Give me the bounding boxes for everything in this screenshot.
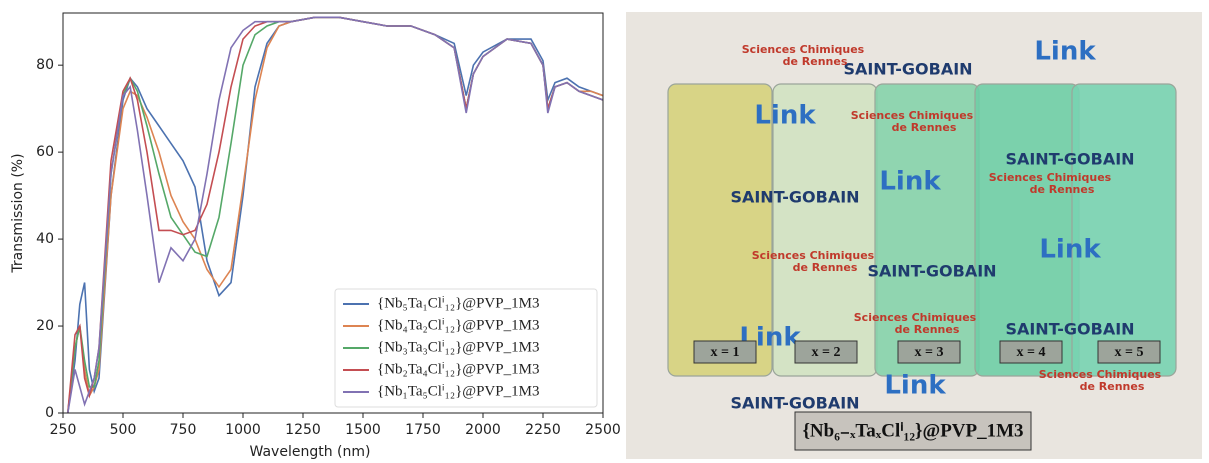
y-tick-label: 20 — [36, 318, 54, 334]
legend-label: {Nb₅Ta₁Clⁱ₁₂}@PVP_1M3 — [377, 295, 539, 311]
x-tick-label: 2250 — [525, 422, 561, 438]
logo-text: de Rennes — [892, 121, 957, 134]
y-tick-label: 40 — [36, 231, 54, 247]
y-tick-label: 80 — [36, 57, 54, 73]
logo-text: SAINT-GOBAIN — [1005, 320, 1134, 339]
slide-label: x = 3 — [915, 345, 944, 360]
logo-text: Link — [879, 167, 941, 197]
logo-text: Link — [754, 101, 816, 131]
caption-box — [794, 411, 1032, 451]
slide-label: x = 4 — [1017, 345, 1046, 360]
slide-label-box — [999, 340, 1063, 364]
logo-text: Sciences Chimiques — [851, 109, 974, 122]
legend-label: {Nb₁Ta₅Clⁱ₁₂}@PVP_1M3 — [377, 383, 539, 399]
x-tick-label: 500 — [110, 422, 137, 438]
logo-text: SAINT-GOBAIN — [867, 262, 996, 281]
legend-label: {Nb₂Ta₄Clⁱ₁₂}@PVP_1M3 — [377, 361, 539, 377]
legend-label: {Nb₄Ta₂Clⁱ₁₂}@PVP_1M3 — [377, 317, 539, 333]
x-tick-label: 2500 — [585, 422, 621, 438]
series-line — [67, 16, 603, 413]
logo-text: de Rennes — [895, 323, 960, 336]
logo-text: Link — [1034, 37, 1096, 67]
logo-text: SAINT-GOBAIN — [730, 394, 859, 413]
plot-frame — [62, 12, 604, 414]
slide-label: x = 5 — [1115, 345, 1144, 360]
slide-label-box — [1097, 340, 1161, 364]
slide-label: x = 1 — [711, 345, 740, 360]
logo-text: Link — [1039, 235, 1101, 265]
x-tick-label: 1750 — [405, 422, 441, 438]
legend-label: {Nb₃Ta₃Clⁱ₁₂}@PVP_1M3 — [377, 339, 539, 355]
logo-text: de Rennes — [783, 55, 848, 68]
slide-label-box — [693, 340, 757, 364]
logo-text: de Rennes — [793, 261, 858, 274]
logo-text: SAINT-GOBAIN — [730, 188, 859, 207]
logo-text: de Rennes — [1080, 380, 1145, 393]
x-tick-label: 750 — [170, 422, 197, 438]
logo-text: Link — [884, 371, 946, 401]
slide-label: x = 2 — [812, 345, 841, 360]
legend-box — [334, 288, 598, 408]
x-tick-label: 1250 — [285, 422, 321, 438]
caption: {Nb₆₋ₓTaₓClⁱ₁₂}@PVP_1M3 — [802, 420, 1023, 441]
x-tick-label: 1000 — [225, 422, 261, 438]
logo-text: de Rennes — [1030, 183, 1095, 196]
y-tick-label: 0 — [45, 405, 54, 421]
y-tick-label: 60 — [36, 144, 54, 160]
logo-text: Sciences Chimiques — [1039, 368, 1162, 381]
glass-slide — [1071, 83, 1177, 377]
logo-text: Sciences Chimiques — [854, 311, 977, 324]
logo-text: Sciences Chimiques — [742, 43, 865, 56]
x-tick-label: 1500 — [345, 422, 381, 438]
logo-text: Sciences Chimiques — [989, 171, 1112, 184]
logo-text: Sciences Chimiques — [752, 249, 875, 262]
slide-label-box — [897, 340, 961, 364]
y-axis-label: Transmission (%) — [10, 153, 26, 273]
x-tick-label: 2000 — [465, 422, 501, 438]
x-axis-label: Wavelength (nm) — [250, 444, 371, 459]
logo-text: SAINT-GOBAIN — [1005, 150, 1134, 169]
glass-slide — [667, 83, 773, 377]
slide-label-box — [794, 340, 858, 364]
logo-text: SAINT-GOBAIN — [843, 60, 972, 79]
x-tick-label: 250 — [50, 422, 77, 438]
